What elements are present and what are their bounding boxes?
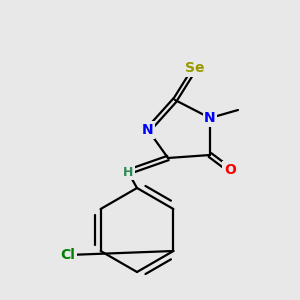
Text: Cl: Cl xyxy=(61,248,75,262)
Text: N: N xyxy=(142,123,154,137)
Text: Se: Se xyxy=(185,61,205,75)
Text: H: H xyxy=(123,166,133,178)
Text: O: O xyxy=(224,163,236,177)
Text: N: N xyxy=(204,111,216,125)
